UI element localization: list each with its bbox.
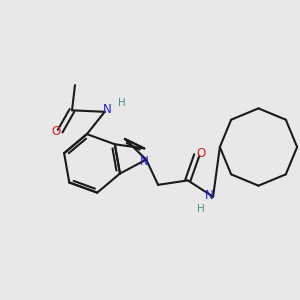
Text: O: O bbox=[196, 147, 206, 160]
Text: N: N bbox=[140, 154, 149, 168]
Text: H: H bbox=[197, 204, 205, 214]
Text: O: O bbox=[51, 124, 60, 138]
Text: H: H bbox=[118, 98, 126, 109]
Text: N: N bbox=[103, 103, 112, 116]
Text: N: N bbox=[205, 189, 214, 202]
